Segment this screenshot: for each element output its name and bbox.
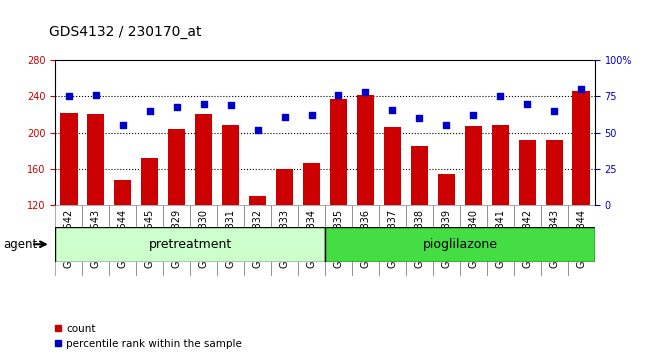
Bar	[491, 125, 509, 205]
Bar	[541, 205, 568, 276]
Point	[144, 108, 155, 114]
Bar	[379, 205, 406, 276]
Bar	[303, 163, 320, 205]
Bar	[514, 205, 541, 276]
Bar	[190, 205, 217, 276]
Legend: count, percentile rank within the sample: count, percentile rank within the sample	[54, 324, 242, 349]
Text: GSM201544: GSM201544	[118, 209, 127, 268]
Text: GSM201843: GSM201843	[549, 209, 559, 268]
Point	[522, 101, 532, 107]
Bar	[465, 126, 482, 205]
Bar	[163, 205, 190, 276]
Point	[280, 114, 290, 120]
Text: GSM201840: GSM201840	[469, 209, 478, 268]
Bar	[460, 205, 487, 276]
Text: GSM201830: GSM201830	[199, 209, 209, 268]
Bar	[55, 205, 83, 276]
Bar	[573, 91, 590, 205]
Bar	[433, 205, 460, 276]
Bar	[568, 205, 595, 276]
Point	[252, 127, 263, 133]
Point	[226, 102, 236, 108]
Text: agent: agent	[3, 238, 38, 251]
Text: GSM201543: GSM201543	[91, 209, 101, 268]
Bar	[519, 140, 536, 205]
Point	[549, 108, 560, 114]
Text: GSM201542: GSM201542	[64, 209, 73, 268]
Point	[118, 122, 128, 128]
Point	[333, 92, 344, 98]
Text: GSM201839: GSM201839	[441, 209, 451, 268]
Bar	[114, 180, 131, 205]
Bar	[406, 205, 433, 276]
Bar	[136, 205, 163, 276]
Point	[468, 113, 478, 118]
Text: GDS4132 / 230170_at: GDS4132 / 230170_at	[49, 25, 202, 39]
Bar	[545, 140, 563, 205]
Bar	[222, 125, 239, 205]
Text: GSM201844: GSM201844	[577, 209, 586, 268]
Text: GSM201829: GSM201829	[172, 209, 181, 268]
Bar	[60, 113, 77, 205]
Text: GSM201836: GSM201836	[361, 209, 370, 268]
Bar	[271, 205, 298, 276]
Bar	[325, 205, 352, 276]
Point	[441, 122, 452, 128]
Text: GSM201837: GSM201837	[387, 209, 397, 268]
Text: GSM201832: GSM201832	[253, 209, 263, 268]
Bar	[276, 169, 293, 205]
Point	[198, 101, 209, 107]
Text: GSM201835: GSM201835	[333, 209, 343, 268]
Point	[306, 113, 317, 118]
Text: GSM201842: GSM201842	[523, 209, 532, 268]
Bar	[249, 196, 266, 205]
Bar	[437, 173, 455, 205]
Point	[64, 93, 74, 99]
Bar	[244, 205, 271, 276]
Text: GSM201834: GSM201834	[307, 209, 317, 268]
Point	[172, 104, 182, 109]
Bar	[298, 205, 325, 276]
Point	[414, 115, 424, 121]
Text: pretreatment: pretreatment	[148, 238, 232, 251]
Text: GSM201831: GSM201831	[226, 209, 235, 268]
Bar	[357, 95, 374, 205]
Point	[90, 92, 101, 98]
Bar	[487, 205, 514, 276]
Bar	[141, 158, 159, 205]
Point	[360, 89, 370, 95]
Bar	[330, 99, 347, 205]
Bar	[325, 227, 595, 262]
Text: pioglilazone: pioglilazone	[422, 238, 497, 251]
Bar	[352, 205, 379, 276]
Bar	[87, 114, 105, 205]
Text: GSM201545: GSM201545	[145, 209, 155, 268]
Text: GSM201838: GSM201838	[415, 209, 424, 268]
Point	[387, 107, 398, 112]
Point	[576, 86, 586, 92]
Bar	[411, 146, 428, 205]
Text: GSM201833: GSM201833	[280, 209, 289, 268]
Point	[495, 93, 506, 99]
Bar	[217, 205, 244, 276]
Bar	[195, 114, 213, 205]
Text: GSM201841: GSM201841	[495, 209, 505, 268]
Bar	[168, 129, 185, 205]
Bar	[82, 205, 109, 276]
Bar	[55, 227, 325, 262]
Bar	[109, 205, 136, 276]
Bar	[384, 127, 401, 205]
